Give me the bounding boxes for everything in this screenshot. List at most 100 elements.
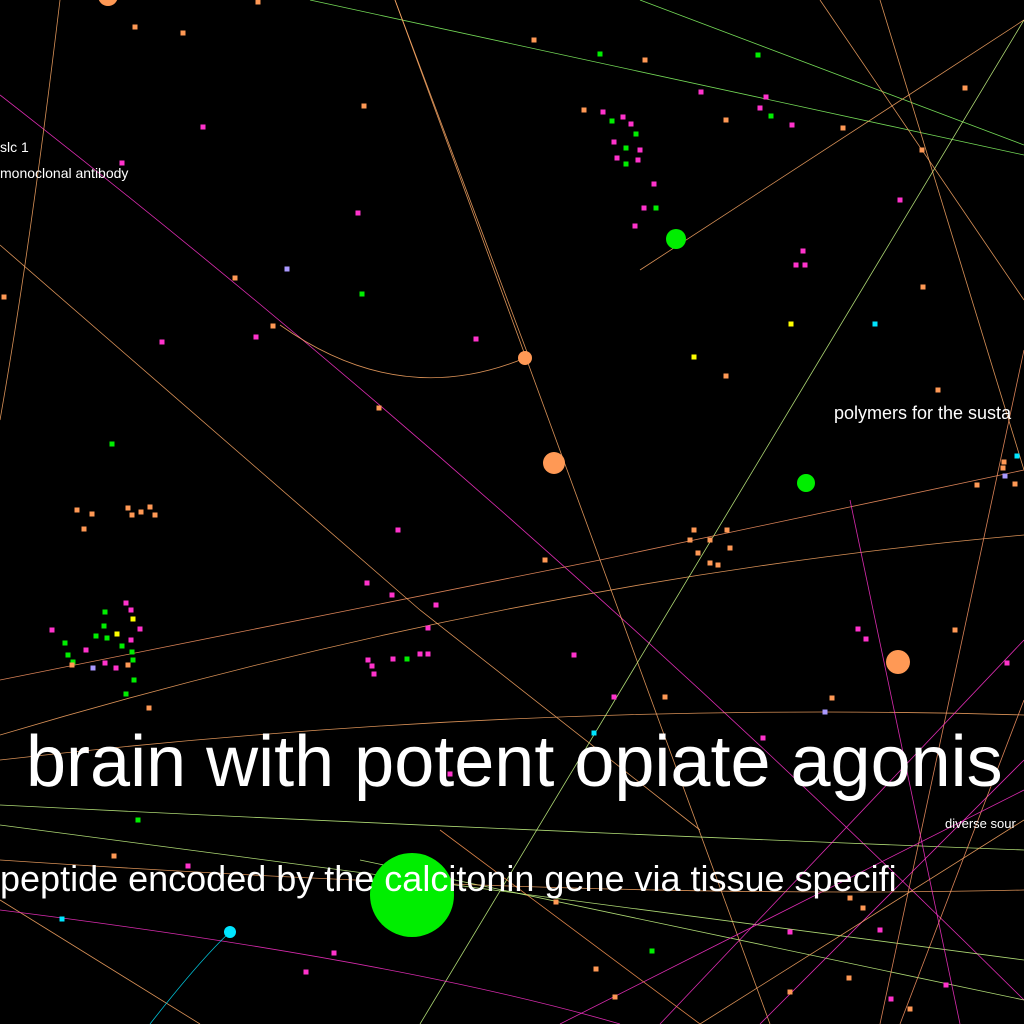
label-monoclonal-antibody: monoclonal antibody (0, 165, 128, 181)
graph-node (131, 677, 137, 683)
graph-node (952, 627, 958, 633)
graph-node (907, 1006, 913, 1012)
graph-node (637, 147, 643, 153)
graph-node (132, 24, 138, 30)
graph-edge (0, 94, 1024, 1001)
graph-node (98, 0, 118, 6)
graph-node (185, 863, 191, 869)
graph-node (1004, 660, 1010, 666)
graph-edge (0, 909, 621, 1024)
graph-node (390, 656, 396, 662)
node-green-upper[interactable] (666, 229, 686, 249)
graph-node (104, 635, 110, 641)
graph-node (119, 160, 125, 166)
graph-node (331, 950, 337, 956)
graph-node (1, 294, 7, 300)
graph-node (633, 131, 639, 137)
graph-node (840, 125, 846, 131)
label-brain-opiate: brain with potent opiate agonis (6, 722, 1003, 802)
graph-node (653, 205, 659, 211)
graph-node (723, 117, 729, 123)
graph-node (146, 705, 152, 711)
graph-node (920, 284, 926, 290)
graph-node (724, 527, 730, 533)
graph-node (553, 899, 559, 905)
graph-node (255, 0, 261, 5)
node-orange-mid-2[interactable] (518, 351, 532, 365)
graph-edge (149, 931, 231, 1024)
graph-edge (659, 639, 1024, 1024)
graph-node (863, 636, 869, 642)
graph-node (962, 85, 968, 91)
graph-node (89, 511, 95, 517)
graph-node (102, 609, 108, 615)
graph-node (707, 560, 713, 566)
graph-node (81, 526, 87, 532)
highlighted-node-layer (98, 0, 910, 938)
graph-node (369, 663, 375, 669)
graph-node (59, 916, 65, 922)
graph-edge (0, 244, 701, 831)
graph-node (974, 482, 980, 488)
graph-edge (559, 789, 1024, 1024)
graph-node (1001, 459, 1007, 465)
graph-edge (0, 859, 1024, 893)
graph-edge (394, 0, 531, 361)
graph-node (755, 52, 761, 58)
graph-node (788, 321, 794, 327)
graph-edge (899, 699, 1024, 1024)
graph-edge (639, 19, 1024, 271)
graph-node (649, 948, 655, 954)
graph-node (581, 107, 587, 113)
graph-node (93, 633, 99, 639)
graph-node (473, 336, 479, 342)
graph-node (361, 103, 367, 109)
graph-node (447, 771, 453, 777)
graph-node (822, 709, 828, 715)
graph-edge (0, 0, 61, 421)
graph-edge (0, 534, 1024, 736)
node-orange-right[interactable] (886, 650, 910, 674)
graph-node (698, 89, 704, 95)
graph-node (49, 627, 55, 633)
graph-edge (879, 349, 1024, 1024)
graph-node (691, 354, 697, 360)
graph-node (1014, 453, 1020, 459)
graph-node (768, 113, 774, 119)
graph-node (763, 94, 769, 100)
graph-node (542, 557, 548, 563)
graph-node (620, 114, 626, 120)
graph-node (232, 275, 238, 281)
graph-edge (879, 0, 1024, 471)
graph-node (147, 504, 153, 510)
graph-node (128, 637, 134, 643)
graph-node (303, 969, 309, 975)
node-orange-mid-1[interactable] (543, 452, 565, 474)
graph-node (787, 929, 793, 935)
graph-node (70, 659, 76, 665)
graph-node (695, 550, 701, 556)
graph-node (135, 817, 141, 823)
node-green-right[interactable] (797, 474, 815, 492)
graph-node (623, 161, 629, 167)
node-cyan-lower[interactable] (224, 926, 236, 938)
graph-node (101, 623, 107, 629)
graph-node (897, 197, 903, 203)
graph-node (847, 895, 853, 901)
graph-node (715, 562, 721, 568)
graph-edge (439, 829, 701, 1024)
graph-node (789, 122, 795, 128)
graph-node (846, 975, 852, 981)
graph-node (102, 660, 108, 666)
graph-node (152, 512, 158, 518)
graph-node (128, 607, 134, 613)
graph-node (125, 662, 131, 668)
graph-node (359, 291, 365, 297)
graph-node (200, 124, 206, 130)
node-green-large[interactable] (370, 853, 454, 937)
graph-node (129, 649, 135, 655)
graph-edge (279, 324, 526, 379)
